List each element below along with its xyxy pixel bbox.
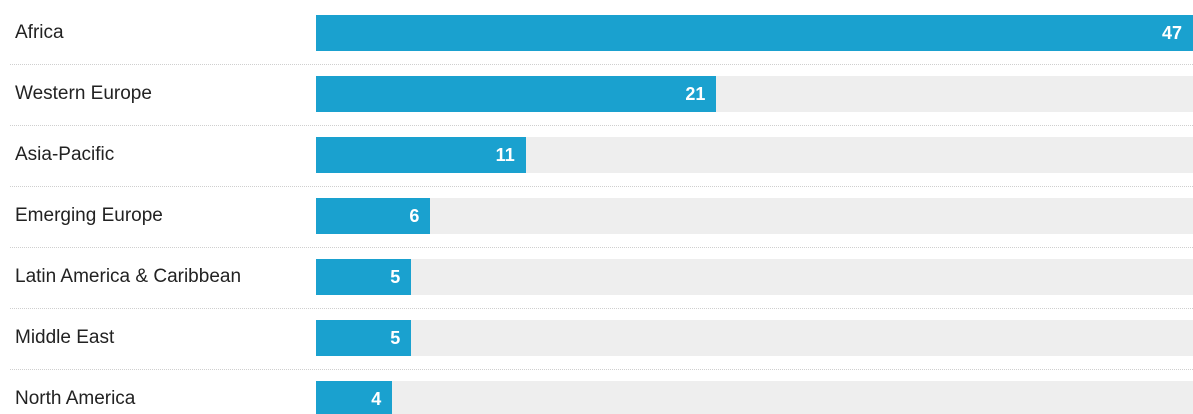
- bar-value-label: 11: [495, 145, 515, 165]
- bar-value-label: 6: [409, 206, 420, 226]
- category-label: Asia-Pacific: [15, 144, 115, 165]
- bar-value-label: 5: [390, 328, 401, 348]
- bar-track: [316, 198, 1193, 234]
- bar-track: [316, 259, 1193, 295]
- category-label: Africa: [15, 22, 64, 43]
- category-label: North America: [15, 388, 136, 409]
- row-divider: [10, 308, 1193, 309]
- category-label: Latin America & Caribbean: [15, 266, 242, 287]
- bar: [316, 198, 431, 234]
- bar-value-label: 47: [1161, 23, 1182, 43]
- category-label: Middle East: [15, 327, 115, 348]
- row-divider: [10, 369, 1193, 370]
- bar-track: [316, 320, 1193, 356]
- bar-track: [316, 381, 1193, 414]
- bar: [316, 259, 412, 295]
- bar: [316, 381, 393, 414]
- row-divider: [10, 125, 1193, 126]
- bar-value-label: 21: [685, 84, 706, 104]
- category-label: Western Europe: [15, 83, 152, 104]
- bar: [316, 76, 717, 112]
- bar-value-label: 5: [390, 267, 401, 287]
- category-label: Emerging Europe: [15, 205, 163, 226]
- row-divider: [10, 247, 1193, 248]
- bar: [316, 320, 412, 356]
- row-divider: [10, 186, 1193, 187]
- bar: [316, 137, 526, 173]
- row-divider: [10, 64, 1193, 65]
- bar: [316, 15, 1193, 51]
- bar-value-label: 4: [371, 389, 382, 409]
